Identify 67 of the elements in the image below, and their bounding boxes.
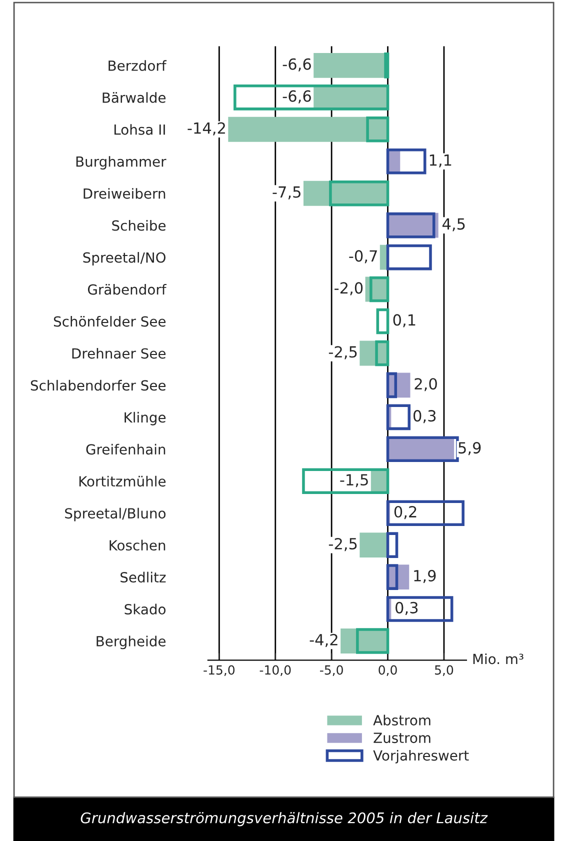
- bar: [386, 532, 398, 558]
- data-label: -2,5: [328, 538, 357, 552]
- data-label: 0,3: [396, 602, 418, 616]
- data-label: 5,9: [458, 442, 481, 456]
- y-tick-label: Spreetal/Bluno: [65, 508, 166, 522]
- data-label: -1,5: [340, 474, 368, 488]
- data-label: -6,6: [282, 90, 311, 104]
- x-tick-label: -15,0: [204, 665, 235, 676]
- data-label: 4,5: [442, 218, 465, 232]
- data-label: 0,3: [414, 410, 436, 424]
- bar: [386, 564, 398, 590]
- legend-label: Abstrom: [373, 714, 430, 726]
- data-label: 2,0: [414, 378, 437, 392]
- bar: [386, 404, 411, 430]
- data-label: -7,5: [272, 186, 300, 200]
- bar: [386, 148, 426, 174]
- bar: [386, 372, 398, 398]
- y-tick-label: Bärwalde: [102, 92, 166, 103]
- y-tick-label: Dreiweibern: [84, 188, 166, 199]
- x-tick-label: 0,0: [378, 665, 397, 676]
- data-label: -4,2: [310, 634, 338, 647]
- data-label: -2,5: [328, 346, 357, 360]
- bar: [376, 308, 390, 334]
- y-tick-label: Skado: [124, 604, 166, 614]
- bar: [329, 180, 390, 206]
- bar: [386, 244, 432, 270]
- y-tick-label: Bergheide: [96, 636, 166, 650]
- bar: [386, 500, 464, 526]
- y-tick-label: Greifenhain: [86, 444, 166, 455]
- legend-label: Vorjahreswert: [373, 750, 469, 764]
- y-tick-label: Koschen: [110, 540, 166, 551]
- data-label: -2,0: [334, 282, 363, 296]
- data-label: -0,7: [349, 250, 377, 264]
- x-tick-label: -10,0: [260, 665, 291, 676]
- data-label: 0,2: [394, 506, 416, 520]
- y-tick-label: Burghammer: [76, 156, 166, 170]
- y-tick-label: Berzdorf: [108, 60, 167, 71]
- bar: [366, 116, 390, 142]
- x-axis-title: Mio. m³: [473, 653, 524, 664]
- data-label: 0,1: [393, 314, 416, 328]
- bar: [375, 340, 390, 366]
- y-tick-label: Kortitzmühle: [79, 476, 166, 487]
- bar: [228, 116, 388, 142]
- bar: [356, 628, 390, 654]
- data-label: -14,2: [188, 122, 225, 136]
- y-tick-label: Spreetal/NO: [83, 252, 166, 266]
- x-tick-label: 5,0: [435, 665, 454, 676]
- y-tick-label: Schönfelder See: [54, 316, 166, 327]
- text: Grundwasserströmungsverhältnisse 2005 in der Lausitz: [80, 812, 488, 826]
- bar: [302, 468, 390, 494]
- data-label: -6,6: [282, 58, 311, 72]
- bar: [386, 596, 454, 622]
- bar: [234, 84, 390, 110]
- y-tick-label: Sedlitz: [120, 572, 166, 583]
- bar: [370, 276, 390, 302]
- y-tick-label: Gräbendorf: [88, 284, 167, 295]
- legend-label: Zustrom: [374, 732, 430, 744]
- y-tick-label: Drehnaer See: [72, 348, 166, 359]
- data-label: 1,1: [430, 154, 452, 168]
- x-tick-label: -5,0: [320, 665, 343, 676]
- y-tick-label: Scheibe: [112, 220, 166, 231]
- bar: [384, 52, 390, 78]
- bar: [360, 532, 388, 558]
- y-tick-label: Lohsa II: [114, 124, 165, 135]
- y-tick-label: Klinge: [124, 412, 166, 426]
- data-label: 1,9: [414, 570, 436, 584]
- y-tick-label: Schlabendorfer See: [30, 380, 166, 391]
